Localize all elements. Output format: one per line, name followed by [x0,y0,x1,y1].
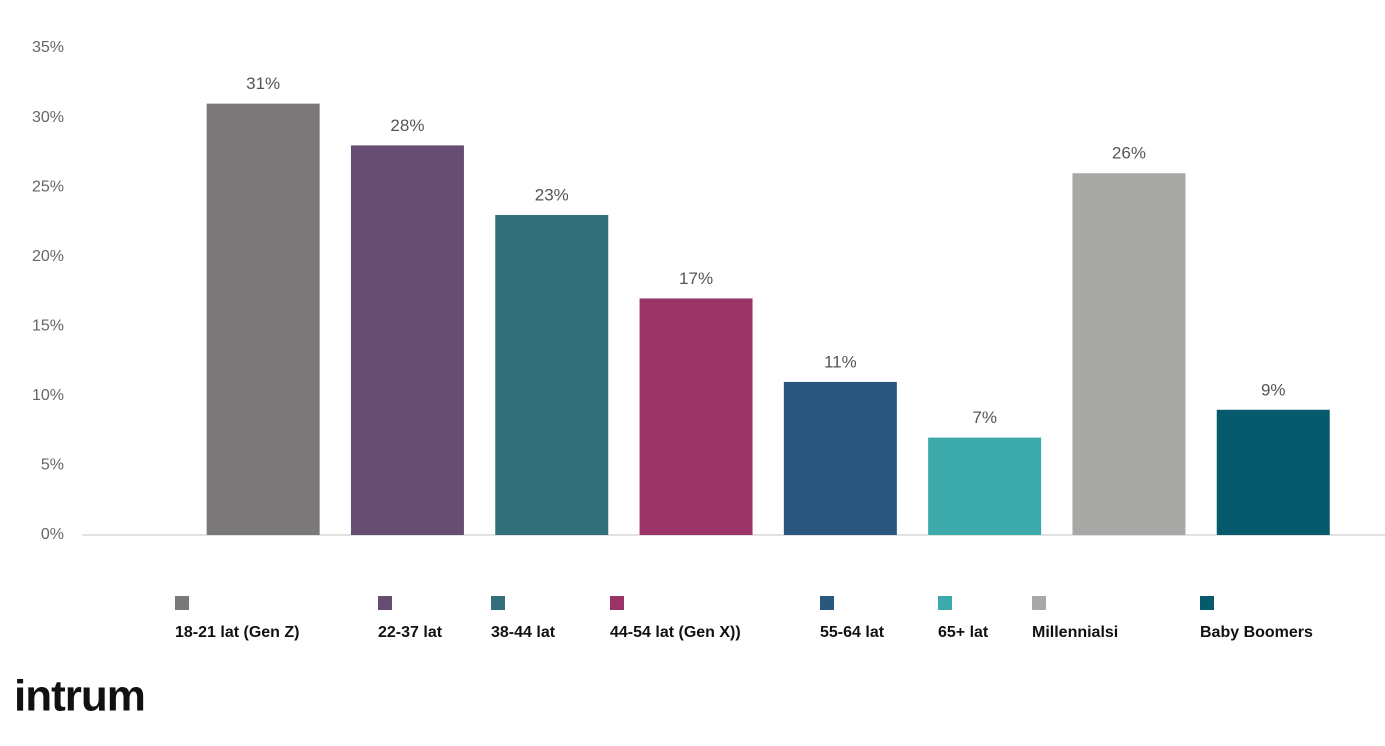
legend-label: Millennialsi [1032,624,1118,641]
bar [639,298,753,535]
value-label: 26% [1112,144,1146,163]
legend-label: 22-37 lat [378,624,443,641]
value-label: 28% [390,116,424,135]
y-tick-label: 35% [32,39,64,56]
logo: intrum [14,672,145,721]
value-label: 17% [679,269,713,288]
y-tick-label: 10% [32,387,64,404]
value-label: 11% [824,352,857,371]
legend-swatch [938,596,952,610]
legend-swatch [175,596,189,610]
bar [783,381,897,535]
legend-swatch [1200,596,1214,610]
legend-swatch [378,596,392,610]
y-tick-label: 25% [32,178,64,195]
legend-swatch [491,596,505,610]
legend-swatch [820,596,834,610]
legend-label: 38-44 lat [491,624,556,641]
bar [1216,409,1330,535]
legend-label: 18-21 lat (Gen Z) [175,624,299,641]
y-tick-label: 5% [41,457,64,474]
legend-label: Baby Boomers [1200,624,1313,641]
legend-label: 55-64 lat [820,624,885,641]
legend-label: 44-54 lat (Gen X)) [610,624,741,641]
value-label: 9% [1261,380,1286,399]
value-label: 7% [972,408,997,427]
legend-swatch [1032,596,1046,610]
y-tick-label: 30% [32,109,64,126]
legend-label: 65+ lat [938,624,989,641]
bar [350,145,464,535]
value-label: 23% [535,185,569,204]
y-tick-label: 20% [32,248,64,265]
bar [206,103,320,536]
value-label: 31% [246,74,280,93]
y-tick-label: 0% [41,526,64,543]
y-tick-label: 15% [32,318,64,335]
bar [495,214,609,535]
legend-swatch [610,596,624,610]
bar [1072,173,1186,535]
bar [928,437,1042,535]
